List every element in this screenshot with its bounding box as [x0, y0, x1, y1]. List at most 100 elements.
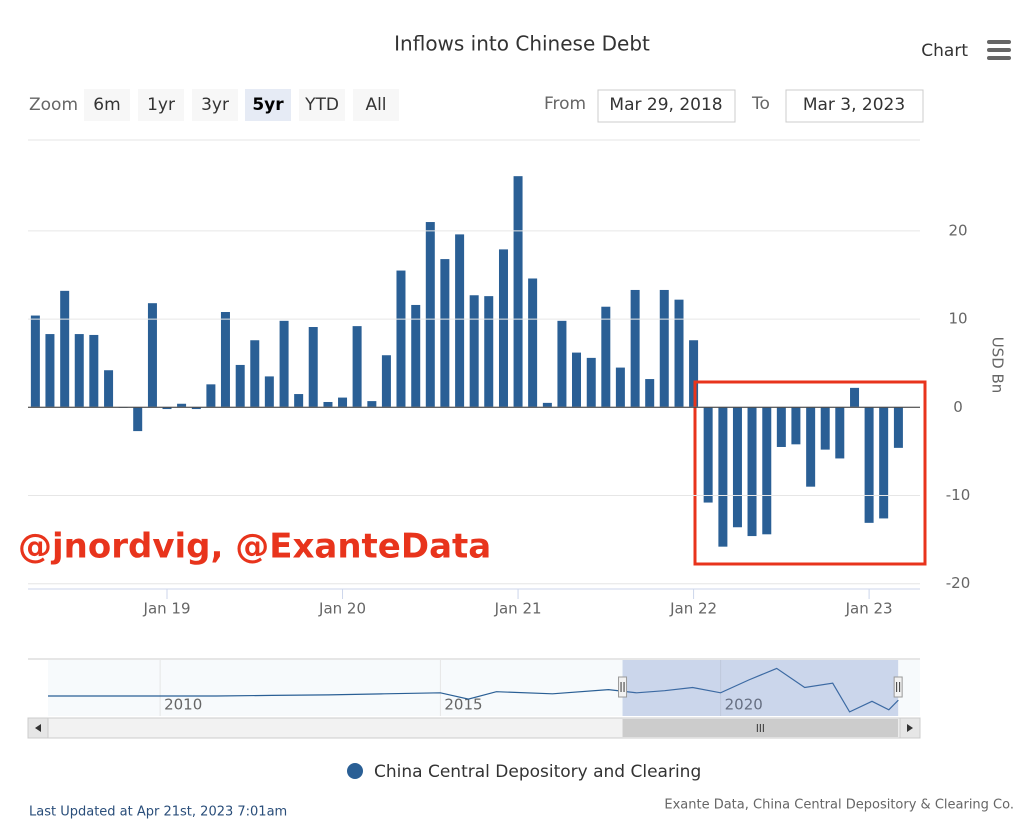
bar: [659, 289, 669, 408]
y-tick-label: -10: [946, 486, 971, 504]
bar: [235, 364, 245, 408]
bar: [220, 312, 230, 408]
source: Exante Data, China Central Depository & …: [664, 798, 1014, 813]
y-tick-label: 10: [948, 310, 967, 328]
bar: [674, 299, 684, 408]
zoom-button[interactable]: [84, 89, 130, 121]
bar: [338, 397, 348, 408]
y-axis-title: USD Bn: [989, 337, 1007, 394]
bar: [747, 407, 757, 537]
bar: [74, 334, 84, 408]
navigator-handle[interactable]: [618, 676, 628, 698]
zoom-button[interactable]: [245, 89, 291, 121]
bar: [732, 407, 742, 528]
zoom-button[interactable]: [138, 89, 184, 121]
from-date[interactable]: Mar 29, 2018: [609, 95, 722, 115]
x-tick-label: Jan 19: [143, 600, 191, 618]
bar: [791, 407, 801, 445]
bar: [645, 379, 655, 408]
bar: [294, 394, 304, 408]
bar: [440, 259, 450, 408]
bar: [133, 407, 143, 432]
bar: [762, 407, 772, 535]
y-tick-label: 0: [953, 398, 963, 416]
bar: [879, 407, 889, 519]
navigator-selection[interactable]: [622, 660, 899, 716]
bar: [206, 384, 216, 408]
bar: [820, 407, 830, 450]
navigator-handle-grip: [620, 682, 625, 692]
y-tick-label: 20: [948, 221, 967, 239]
menu-icon[interactable]: [987, 40, 1011, 44]
bar: [615, 367, 625, 408]
menu-icon[interactable]: [987, 48, 1011, 52]
navigator-handle-grip: [896, 682, 901, 692]
zoom-button[interactable]: [192, 89, 238, 121]
bar: [864, 407, 874, 523]
to-label: To: [751, 94, 770, 114]
bar: [542, 402, 552, 408]
legend-label[interactable]: China Central Depository and Clearing: [374, 762, 701, 782]
bar: [279, 320, 289, 408]
from-input[interactable]: [597, 89, 736, 123]
bar: [147, 303, 157, 408]
zoom-label: Zoom: [29, 95, 78, 115]
bar: [718, 407, 728, 547]
navigator-handle[interactable]: [893, 676, 903, 698]
bar: [45, 334, 55, 408]
bar: [89, 334, 99, 408]
highlight-box: [693, 380, 927, 566]
bar: [352, 326, 362, 408]
bar: [425, 222, 435, 408]
to-date[interactable]: Mar 3, 2023: [803, 95, 905, 115]
bar: [104, 370, 114, 408]
bar: [264, 376, 274, 408]
to-input[interactable]: [785, 89, 924, 123]
menu[interactable]: Chart: [921, 40, 1011, 61]
legend-marker[interactable]: [347, 763, 363, 779]
bar: [776, 407, 786, 447]
chart-title: Inflows into Chinese Debt: [394, 32, 650, 56]
bar: [586, 357, 596, 408]
watermark: @jnordvig, @ExanteData: [18, 527, 491, 567]
x-tick-label: Jan 20: [318, 600, 366, 618]
bar: [30, 315, 40, 408]
scrollbar-grip: [756, 724, 764, 732]
zoom-button-label[interactable]: 6m: [93, 95, 120, 115]
last-updated: Last Updated at Apr 21st, 2023 7:01am: [29, 805, 287, 820]
navigator-label: 2015: [444, 696, 482, 714]
bar: [557, 320, 567, 408]
bar: [411, 304, 421, 408]
bar: [893, 407, 903, 448]
bar: [455, 234, 465, 408]
zoom-button[interactable]: [299, 89, 345, 121]
from-label: From: [544, 94, 586, 114]
zoom-button-label[interactable]: 1yr: [147, 95, 175, 115]
bar: [498, 249, 508, 408]
y-tick-label: -20: [946, 574, 971, 592]
menu-icon[interactable]: [987, 56, 1011, 60]
bar: [177, 403, 187, 408]
bar: [308, 327, 318, 408]
bar: [850, 387, 860, 408]
bar: [191, 407, 201, 410]
zoom-button-label[interactable]: 3yr: [201, 95, 229, 115]
zoom-button-label[interactable]: 5yr: [252, 95, 284, 115]
bar: [630, 289, 640, 408]
bar: [381, 355, 391, 408]
bar: [528, 278, 538, 408]
navigator-label: 2020: [725, 696, 763, 714]
zoom-button-label[interactable]: All: [365, 95, 386, 115]
bar: [484, 296, 494, 408]
bar: [806, 407, 816, 487]
bar: [323, 401, 333, 408]
bar: [162, 407, 172, 410]
bar: [60, 290, 70, 408]
zoom-button[interactable]: [353, 89, 399, 121]
navigator-label: 2010: [164, 696, 202, 714]
bar: [835, 407, 845, 459]
zoom-button-label[interactable]: YTD: [304, 95, 339, 115]
x-tick-label: Jan 21: [494, 600, 542, 618]
menu-label[interactable]: Chart: [921, 41, 968, 61]
